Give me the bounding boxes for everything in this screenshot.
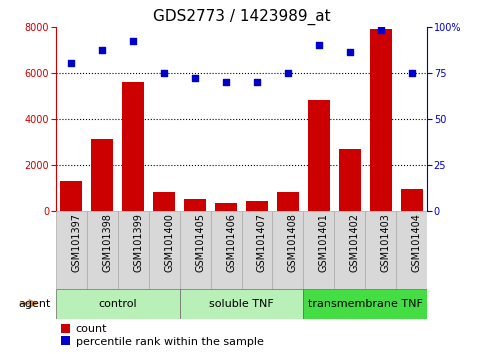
Bar xyxy=(303,289,427,319)
Bar xyxy=(334,211,366,289)
Bar xyxy=(211,211,242,289)
Text: GSM101407: GSM101407 xyxy=(257,213,267,272)
Bar xyxy=(149,211,180,289)
Bar xyxy=(397,211,427,289)
Point xyxy=(191,75,199,81)
Bar xyxy=(339,149,361,211)
Point xyxy=(346,50,354,55)
Bar xyxy=(122,82,144,211)
Bar xyxy=(86,211,117,289)
Legend: count, percentile rank within the sample: count, percentile rank within the sample xyxy=(61,324,263,347)
Bar xyxy=(56,289,180,319)
Bar xyxy=(370,29,392,211)
Bar xyxy=(153,192,175,211)
Text: GSM101403: GSM101403 xyxy=(381,213,391,272)
Text: control: control xyxy=(98,298,137,309)
Text: GSM101399: GSM101399 xyxy=(133,213,143,272)
Point xyxy=(98,48,106,53)
Point xyxy=(408,70,416,75)
Text: GSM101404: GSM101404 xyxy=(412,213,422,272)
Text: GSM101401: GSM101401 xyxy=(319,213,329,272)
Text: GSM101408: GSM101408 xyxy=(288,213,298,272)
Bar xyxy=(366,211,397,289)
Point xyxy=(160,70,168,75)
Bar xyxy=(91,139,113,211)
Bar xyxy=(401,189,423,211)
Point xyxy=(284,70,292,75)
Bar xyxy=(184,199,206,211)
Bar xyxy=(242,211,272,289)
Point xyxy=(129,39,137,44)
Bar xyxy=(246,201,268,211)
Bar xyxy=(272,211,303,289)
Bar xyxy=(303,211,334,289)
Text: transmembrane TNF: transmembrane TNF xyxy=(308,298,423,309)
Bar xyxy=(180,289,303,319)
Bar xyxy=(56,211,86,289)
Text: soluble TNF: soluble TNF xyxy=(209,298,274,309)
Bar xyxy=(308,100,330,211)
Point xyxy=(67,61,75,66)
Text: GSM101397: GSM101397 xyxy=(71,213,81,272)
Text: GSM101402: GSM101402 xyxy=(350,213,360,272)
Point xyxy=(377,27,385,33)
Point xyxy=(253,79,261,85)
Bar xyxy=(117,211,149,289)
Bar xyxy=(180,211,211,289)
Bar xyxy=(60,181,82,211)
Bar xyxy=(215,202,237,211)
Text: GSM101406: GSM101406 xyxy=(226,213,236,272)
Point xyxy=(222,79,230,85)
Bar xyxy=(277,192,299,211)
Text: GSM101398: GSM101398 xyxy=(102,213,112,272)
Text: GSM101400: GSM101400 xyxy=(164,213,174,272)
Text: GSM101405: GSM101405 xyxy=(195,213,205,272)
Text: agent: agent xyxy=(18,298,51,309)
Point xyxy=(315,42,323,48)
Text: GDS2773 / 1423989_at: GDS2773 / 1423989_at xyxy=(153,9,330,25)
